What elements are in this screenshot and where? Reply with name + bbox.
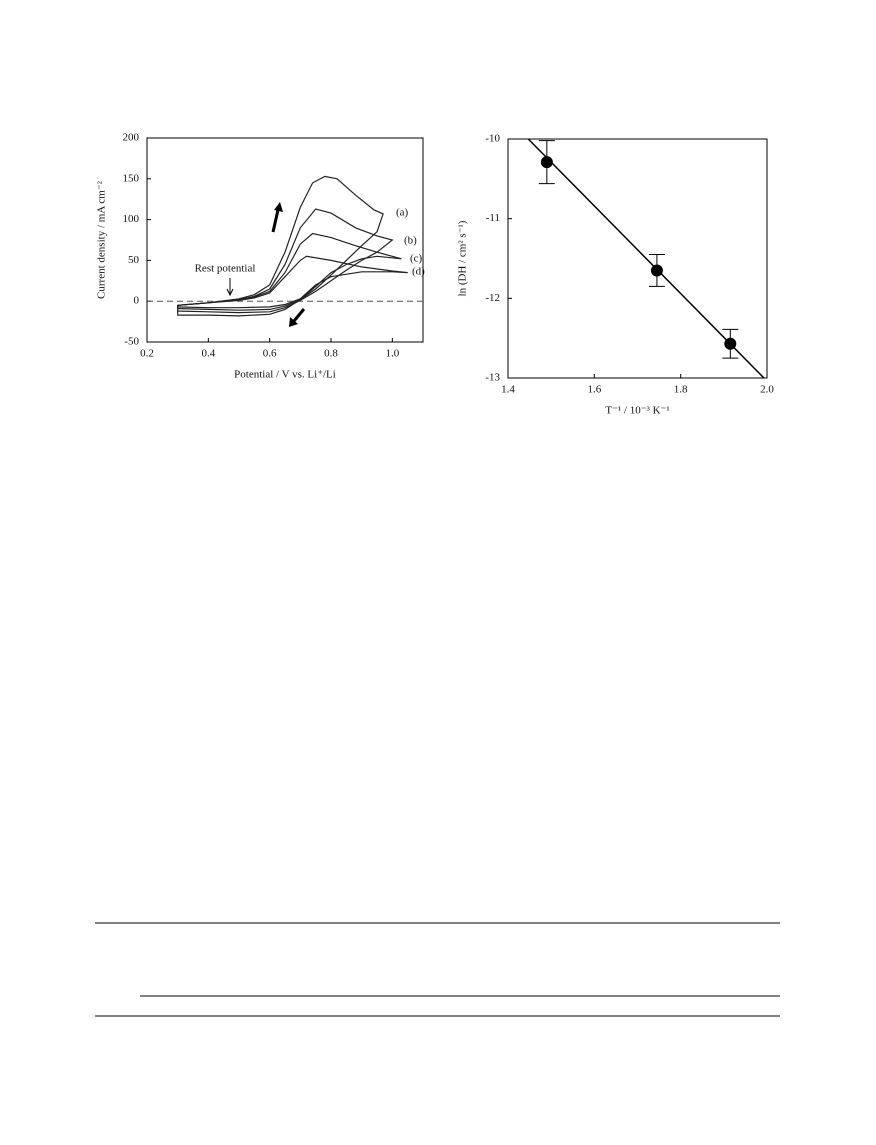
y-axis-label: ln (DH / cm² s⁻¹) <box>457 220 469 296</box>
fit-line <box>527 138 765 379</box>
x-tick-label: 2.0 <box>760 384 774 396</box>
annotation-arrow <box>226 278 234 297</box>
cv-curve <box>177 232 402 311</box>
y-tick-label: 200 <box>123 132 140 144</box>
y-tick-label: -50 <box>124 336 139 348</box>
data-point <box>650 264 663 277</box>
plot-frame <box>146 137 424 343</box>
scan-arrow <box>292 308 306 322</box>
curve-label: (d) <box>412 266 425 278</box>
y-tick-label: -13 <box>485 372 500 384</box>
y-tick-label: 150 <box>123 172 140 184</box>
cv-curve <box>177 175 384 317</box>
y-axis-label: Current density / mA cm⁻² <box>96 180 108 299</box>
x-tick-label: 0.6 <box>263 348 277 360</box>
curve-label: (c) <box>410 253 423 265</box>
scan-arrowhead <box>289 317 298 327</box>
curve-label: (a) <box>396 207 409 219</box>
cv-curve <box>177 208 394 314</box>
y-tick-label: 100 <box>123 213 140 225</box>
y-tick-label: 0 <box>134 295 140 307</box>
x-axis-label: T⁻¹ / 10⁻³ K⁻¹ <box>605 405 669 417</box>
y-tick-label: -11 <box>486 212 500 224</box>
curve-label: (b) <box>404 235 417 247</box>
y-tick-label: 50 <box>128 254 140 266</box>
x-tick-label: 1.8 <box>674 384 688 396</box>
annotation: Rest potential <box>195 263 256 275</box>
data-point <box>724 337 737 350</box>
x-tick-label: 1.4 <box>501 384 515 396</box>
x-tick-label: 0.8 <box>324 348 338 360</box>
y-tick-label: -10 <box>485 133 500 145</box>
scan-arrow <box>271 209 280 233</box>
data-point <box>540 156 553 169</box>
scan-arrowhead <box>274 202 283 212</box>
plot-frame <box>507 138 768 379</box>
x-tick-label: 1.6 <box>587 384 601 396</box>
x-tick-label: 1.0 <box>385 348 399 360</box>
y-tick-label: -12 <box>485 292 500 304</box>
x-tick-label: 0.2 <box>140 348 154 360</box>
x-axis-label: Potential / V vs. Li⁺/Li <box>234 369 336 381</box>
cv-curve <box>177 255 408 309</box>
x-tick-label: 0.4 <box>201 348 215 360</box>
